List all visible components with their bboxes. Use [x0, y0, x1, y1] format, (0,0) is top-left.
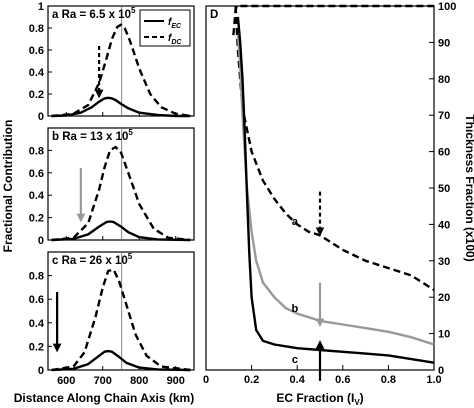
panel-b: 0 0.2 0.4 0.6 0.8 b Ra = 13 x 105 [29, 127, 195, 247]
x-tick-label-d-0: 0 [203, 374, 209, 386]
y-axis-title-d: Thickness Fraction (x100) [463, 114, 474, 261]
series-line-b-0 [51, 220, 191, 242]
series-line-d-1 [234, 5, 435, 291]
y-tick-label-d-9: 90 [438, 37, 450, 49]
x-tick-label-d-3: 0.6 [335, 374, 350, 386]
left-y-axis-title: Fractional Contribution [1, 120, 15, 253]
curve-label-c: c [292, 354, 298, 366]
y-tick-label-a-4: 0.8 [29, 23, 44, 35]
x-tick-label-d-2: 0.4 [290, 374, 306, 386]
series-line-d-0 [232, 4, 434, 36]
x-tick-label-d-1: 0.2 [244, 374, 259, 386]
series-line-a-1 [51, 23, 191, 118]
y-tick-label-c-2: 0.4 [29, 318, 45, 330]
x-tick-label-d-5: 1.0 [426, 374, 441, 386]
y-tick-label-d-3: 30 [438, 256, 450, 268]
panel-frame-b [47, 127, 195, 241]
x-tick-label-c-3: 900 [167, 375, 185, 387]
x-tick-label-c-0: 600 [57, 375, 75, 387]
panel-title-a: a Ra = 6.5 x 105 [52, 6, 136, 21]
y-tick-label-b-0: 0 [38, 235, 44, 247]
panel-title-c: c Ra = 26 x 105 [52, 252, 133, 267]
series-line-d-3 [236, 16, 435, 364]
y-tick-label-d-8: 80 [438, 74, 450, 86]
legend: fEC fDC [139, 9, 191, 47]
panel-a: 0 0.2 0.4 0.6 0.8 1 a Ra = 6.5 x 105 [29, 1, 195, 123]
legend-label-dc: fDC [168, 33, 182, 46]
y-tick-label-a-3: 0.6 [29, 45, 44, 57]
y-tick-label-c-4: 0.8 [29, 271, 44, 283]
y-tick-label-b-2: 0.4 [29, 190, 45, 202]
curve-label-a: a [292, 216, 299, 228]
y-tick-label-c-1: 0.2 [29, 341, 44, 353]
y-tick-label-d-6: 60 [438, 147, 450, 159]
left-x-axis-title: Distance Along Chain Axis (km) [14, 391, 194, 405]
y-tick-label-c-0: 0 [38, 365, 44, 377]
y-tick-label-d-4: 40 [438, 219, 450, 231]
panel-d: 0 0.2 0.4 0.6 0.8 1.00102030405060708090100ab… [203, 1, 474, 407]
y-tick-label-a-2: 0.4 [29, 67, 45, 79]
y-tick-label-d-5: 50 [438, 183, 450, 195]
x-tick-label-d-4: 0.8 [381, 374, 396, 386]
y-tick-label-d-1: 10 [438, 329, 450, 341]
panel-c: 0 0.2 0.4 0.6 0.8 600 700 800 900 c Ra = 26 x 105 [29, 251, 195, 387]
panel-title-b: b Ra = 13 x 105 [52, 128, 133, 143]
panel-frame-a [47, 5, 195, 117]
panel-frame-c [47, 251, 195, 371]
series-line-a-0 [51, 96, 191, 118]
series-line-c-1 [51, 268, 191, 372]
series-line-b-1 [51, 145, 191, 242]
legend-box [139, 9, 191, 47]
x-axis-title-d: EC Fraction (IV) [276, 391, 363, 407]
x-tick-label-c-1: 700 [94, 375, 112, 387]
curve-label-b: b [292, 303, 299, 315]
y-tick-label-b-1: 0.2 [29, 213, 44, 225]
legend-label-ec: fEC [168, 17, 182, 30]
y-tick-label-d-7: 70 [438, 110, 450, 122]
y-tick-label-b-4: 0.8 [29, 145, 44, 157]
y-tick-label-d-2: 20 [438, 292, 450, 304]
x-tick-label-c-2: 800 [130, 375, 148, 387]
y-tick-label-d-0: 0 [438, 365, 444, 377]
y-tick-label-a-5: 1 [38, 1, 44, 13]
y-tick-label-a-0: 0 [38, 111, 44, 123]
y-tick-label-c-3: 0.6 [29, 294, 44, 306]
series-line-c-0 [51, 349, 191, 372]
panel-title-d: D [210, 9, 218, 21]
y-tick-label-a-1: 0.2 [29, 89, 44, 101]
y-tick-label-d-10: 100 [438, 1, 456, 13]
y-tick-label-b-3: 0.6 [29, 168, 44, 180]
